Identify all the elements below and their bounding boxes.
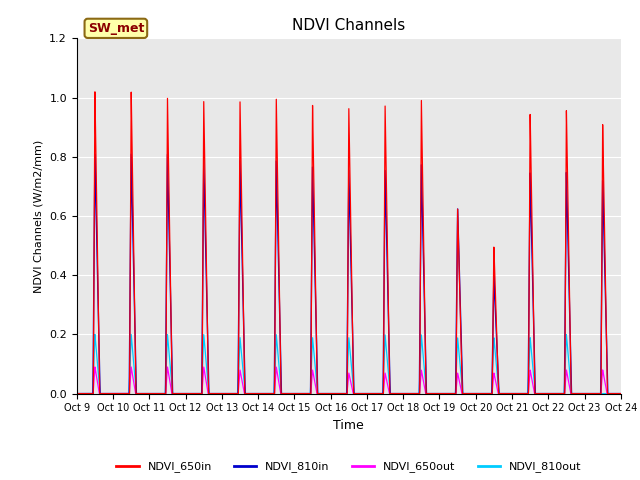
NDVI_650out [91,364,99,370]
NDVI_650in [184,391,191,396]
NDVI_810in [424,391,431,396]
NDVI_810in [617,391,625,396]
NDVI_650out [189,391,197,396]
NDVI_650in [91,89,99,95]
NDVI_650out [276,390,284,396]
NDVI_810in [276,352,284,358]
NDVI_810out [615,391,623,396]
NDVI_650out [615,391,623,396]
NDVI_810out [189,391,197,396]
NDVI_810in [501,391,509,396]
NDVI_810out [501,391,509,396]
Line: NDVI_810in: NDVI_810in [77,154,621,394]
NDVI_810out [276,381,284,387]
NDVI_650in [276,360,284,366]
NDVI_810out [184,391,191,396]
X-axis label: Time: Time [333,419,364,432]
Line: NDVI_810out: NDVI_810out [77,335,621,394]
Y-axis label: NDVI Channels (W/m2/mm): NDVI Channels (W/m2/mm) [34,139,44,293]
NDVI_650out [424,391,431,396]
NDVI_810in [184,391,191,396]
NDVI_650out [617,391,625,396]
NDVI_650out [184,391,191,396]
Title: NDVI Channels: NDVI Channels [292,18,405,33]
NDVI_810in [615,391,623,396]
NDVI_650in [501,391,509,396]
NDVI_810out [424,391,431,396]
Line: NDVI_650in: NDVI_650in [77,92,621,394]
Legend: NDVI_650in, NDVI_810in, NDVI_650out, NDVI_810out: NDVI_650in, NDVI_810in, NDVI_650out, NDV… [112,457,586,477]
NDVI_810in [91,151,99,157]
NDVI_650out [73,391,81,396]
NDVI_650in [73,391,81,396]
Line: NDVI_650out: NDVI_650out [77,367,621,394]
NDVI_810out [617,391,625,396]
NDVI_650out [501,391,509,396]
NDVI_810in [73,391,81,396]
NDVI_650in [189,391,197,396]
Text: SW_met: SW_met [88,22,144,35]
NDVI_810in [189,391,197,396]
NDVI_650in [424,391,431,396]
NDVI_810out [73,391,81,396]
NDVI_810out [91,332,99,337]
NDVI_650in [617,391,625,396]
NDVI_650in [615,391,623,396]
